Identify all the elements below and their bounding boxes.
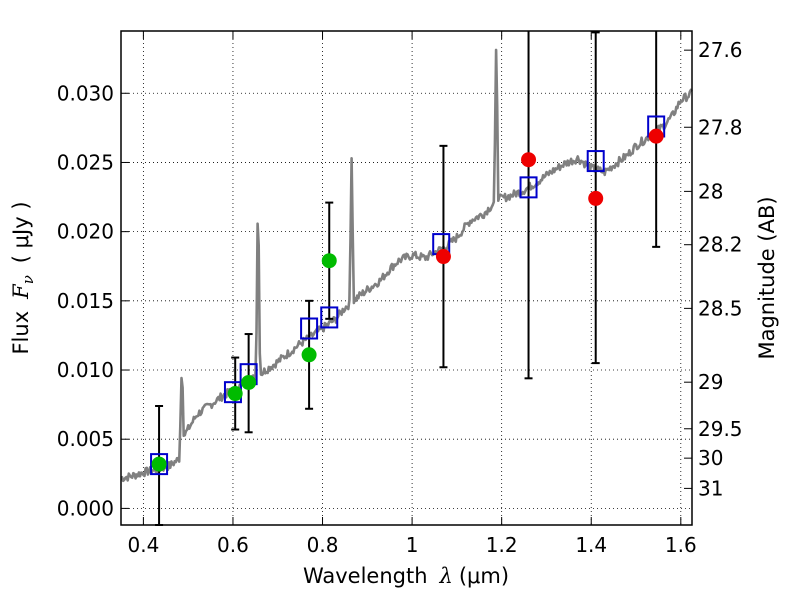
- circle-marker: [648, 128, 664, 144]
- y-tick-label: 0.025: [57, 150, 114, 174]
- spectrum-line: [120, 48, 693, 483]
- mag-tick-label: 29.5: [698, 417, 743, 441]
- square-marker: [519, 176, 538, 199]
- y-tick-label: 0.010: [57, 358, 114, 382]
- y-tick-label: 0.030: [57, 81, 114, 105]
- square-marker: [586, 150, 605, 173]
- data-markers: [150, 115, 666, 476]
- grid: [121, 31, 692, 525]
- circle-marker: [588, 190, 604, 206]
- mag-tick-label: 29: [698, 370, 723, 394]
- y-tick-label: 0.015: [57, 289, 114, 313]
- y-tick-label: 0.020: [57, 220, 114, 244]
- y-tick-label: 0.000: [57, 496, 114, 520]
- circle-marker: [241, 374, 257, 390]
- circle-marker: [321, 253, 337, 269]
- mag-tick-label: 28.5: [698, 296, 743, 320]
- tick-labels: 0.4 0.6 0.8 1 1.2 1.4 1.6 0.000 0.005 0.010 0.015 0…: [57, 38, 743, 557]
- square-marker: [320, 306, 339, 329]
- x-tick-label: 1.6: [665, 533, 697, 557]
- axes-frame: [120, 30, 693, 526]
- square-marker: [300, 317, 319, 340]
- square-marker: [150, 453, 169, 476]
- circle-marker: [301, 347, 317, 363]
- x-tick-label: 0.6: [217, 533, 249, 557]
- mag-tick-label: 27.8: [698, 115, 743, 139]
- mag-tick-label: 28: [698, 179, 723, 203]
- x-tick-label: 1: [406, 533, 419, 557]
- spectrum-layer: [120, 48, 693, 483]
- x-tick-label: 0.4: [127, 533, 159, 557]
- error-bars: [155, 31, 661, 526]
- x-axis-label: Wavelength λ (μm): [303, 564, 509, 588]
- x-tick-label: 0.8: [307, 533, 339, 557]
- y2-axis-label: Magnitude (AB): [755, 196, 779, 359]
- y-axis-label: FluxFν( μJy ): [9, 201, 37, 354]
- mag-tick-label: 31: [698, 476, 723, 500]
- y-tick-label: 0.005: [57, 427, 114, 451]
- plot-frame: [120, 30, 693, 526]
- ticks: [121, 31, 692, 525]
- circle-marker: [435, 249, 451, 265]
- circle-marker: [151, 456, 167, 472]
- mag-tick-label: 28.2: [698, 233, 743, 257]
- x-tick-label: 1.4: [575, 533, 607, 557]
- circle-marker: [227, 386, 243, 402]
- mag-tick-label: 27.6: [698, 38, 743, 62]
- circle-marker: [521, 152, 537, 168]
- x-tick-label: 1.2: [486, 533, 518, 557]
- mag-tick-label: 30: [698, 446, 723, 470]
